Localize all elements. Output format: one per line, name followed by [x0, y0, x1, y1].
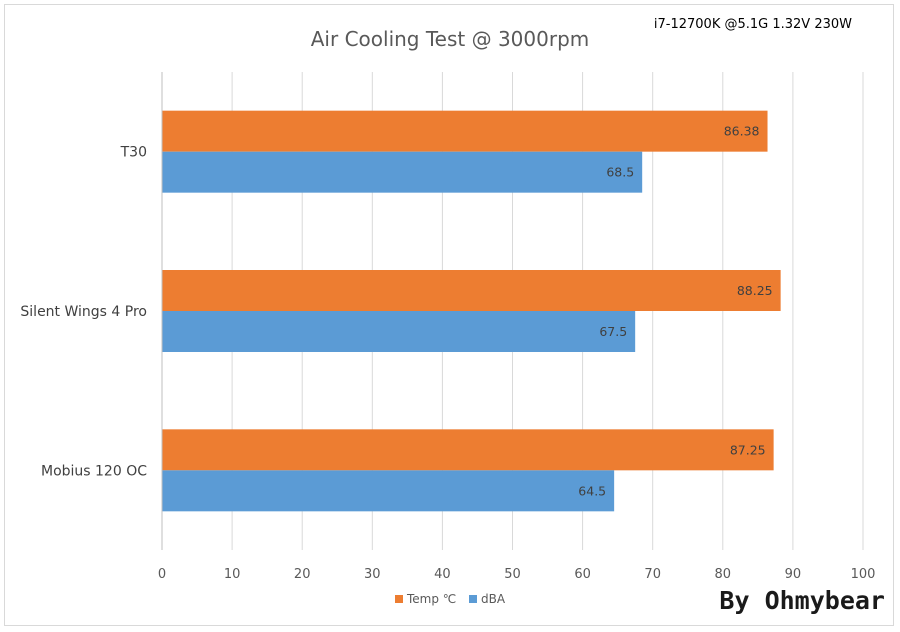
- data-label-dba-2: 64.5: [578, 483, 606, 498]
- x-tick-label-5: 50: [504, 567, 521, 582]
- x-tick-label-9: 90: [785, 567, 802, 582]
- data-label-dba-1: 67.5: [599, 324, 627, 339]
- bar-dba-2: [162, 470, 615, 512]
- bar-temp-2: [162, 429, 774, 471]
- legend-swatch-dba: [469, 595, 477, 603]
- x-tick-label-8: 80: [715, 567, 732, 582]
- data-labels: 86.38 68.5 88.25 67.5 87.25 64.5: [578, 124, 772, 499]
- data-label-temp-1: 88.25: [737, 283, 773, 298]
- chart-title: Air Cooling Test @ 3000rpm: [311, 27, 590, 51]
- category-label-1: Silent Wings 4 Pro: [20, 304, 147, 320]
- category-label-2: Mobius 120 OC: [41, 463, 147, 479]
- category-label-0: T30: [120, 145, 147, 161]
- bars: [162, 110, 781, 512]
- bar-temp-1: [162, 270, 781, 311]
- category-labels: T30 Silent Wings 4 Pro Mobius 120 OC: [20, 145, 147, 480]
- x-tick-labels: 0 10 20 30 40 50 60 70 80 90 100: [158, 567, 876, 582]
- x-tick-label-10: 100: [851, 567, 876, 582]
- x-tick-label-3: 30: [364, 567, 381, 582]
- data-label-temp-2: 87.25: [730, 442, 766, 457]
- bar-temp-0: [162, 110, 768, 152]
- watermark-text: By Ohmybear: [719, 586, 885, 615]
- bar-dba-1: [162, 311, 636, 352]
- x-tick-label-2: 20: [294, 567, 311, 582]
- legend: Temp ℃ dBA: [395, 592, 506, 606]
- x-tick-label-0: 0: [158, 567, 166, 582]
- data-label-temp-0: 86.38: [724, 124, 760, 139]
- x-tick-label-7: 70: [644, 567, 661, 582]
- data-label-dba-0: 68.5: [606, 165, 634, 180]
- bar-dba-0: [162, 151, 643, 193]
- legend-label-dba: dBA: [481, 592, 506, 606]
- legend-label-temp: Temp ℃: [406, 592, 456, 606]
- x-tick-label-1: 10: [224, 567, 241, 582]
- legend-swatch-temp: [395, 595, 403, 603]
- x-tick-label-4: 40: [434, 567, 451, 582]
- chart-subtitle: i7-12700K @5.1G 1.32V 230W: [654, 17, 852, 32]
- x-tick-label-6: 60: [574, 567, 591, 582]
